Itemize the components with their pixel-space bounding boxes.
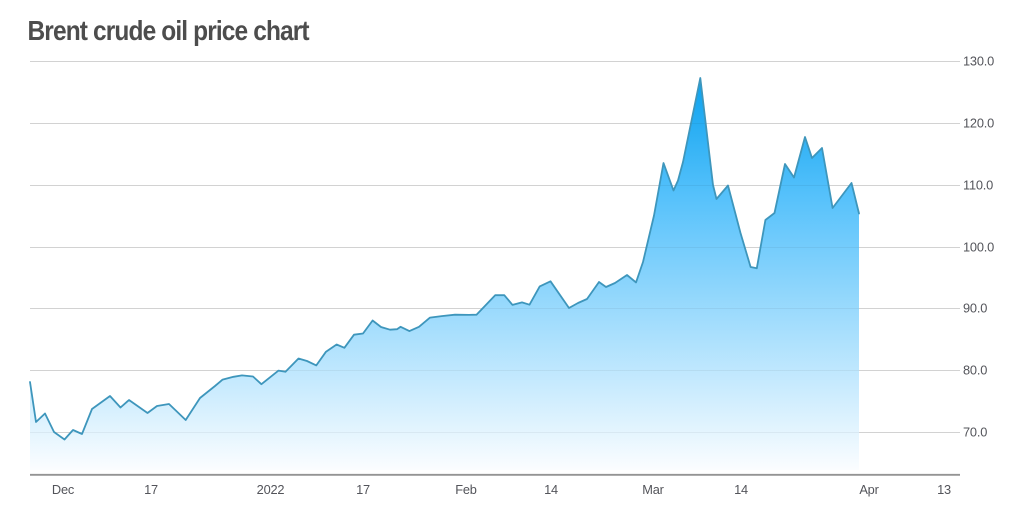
- svg-text:70.0: 70.0: [963, 425, 987, 440]
- svg-text:80.0: 80.0: [963, 363, 987, 378]
- svg-text:120.0: 120.0: [963, 116, 994, 131]
- svg-text:Brent crude oil price chart: Brent crude oil price chart: [28, 15, 310, 47]
- svg-text:Feb: Feb: [455, 482, 477, 497]
- svg-text:14: 14: [734, 482, 748, 497]
- svg-text:100.0: 100.0: [963, 240, 994, 255]
- svg-text:Mar: Mar: [642, 482, 664, 497]
- svg-text:110.0: 110.0: [963, 178, 993, 193]
- svg-text:13: 13: [937, 482, 951, 497]
- svg-text:17: 17: [356, 482, 370, 497]
- svg-text:2022: 2022: [257, 482, 285, 497]
- svg-text:17: 17: [144, 482, 158, 497]
- svg-text:90.0: 90.0: [963, 301, 987, 316]
- svg-text:14: 14: [544, 482, 558, 497]
- svg-text:Apr: Apr: [859, 482, 879, 497]
- svg-text:130.0: 130.0: [963, 54, 994, 69]
- svg-text:Dec: Dec: [52, 482, 75, 497]
